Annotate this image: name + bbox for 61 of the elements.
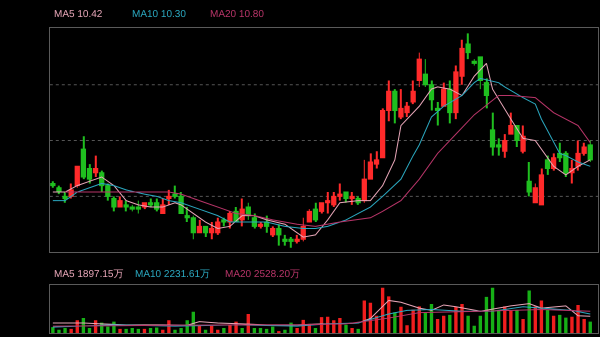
bar — [521, 318, 525, 333]
bar — [436, 318, 440, 333]
bar — [130, 328, 134, 333]
bar — [326, 316, 330, 333]
bar — [338, 318, 342, 333]
bar — [258, 328, 262, 333]
bar — [478, 316, 482, 333]
bar — [240, 328, 244, 333]
bar — [356, 328, 360, 333]
bar — [368, 302, 372, 333]
bar — [418, 306, 421, 333]
bar — [466, 316, 470, 333]
text: MA5 10.42 — [54, 9, 103, 20]
bar — [496, 310, 500, 333]
bar — [124, 328, 128, 333]
bar — [534, 306, 537, 333]
bar — [454, 306, 458, 333]
bar — [558, 314, 562, 333]
bar — [148, 328, 152, 333]
bar — [411, 309, 415, 333]
text: MA5 1897.15万 — [54, 269, 124, 280]
text: MA10 2231.61万 — [135, 269, 210, 280]
bar — [564, 318, 568, 333]
text: MA20 2528.20万 — [225, 269, 300, 280]
bar — [582, 318, 586, 333]
bar — [179, 328, 183, 333]
bar — [51, 327, 55, 333]
bar — [540, 300, 544, 333]
bar — [442, 316, 446, 333]
bar — [161, 330, 164, 333]
bar — [380, 288, 384, 333]
bar — [264, 328, 268, 333]
bar — [528, 290, 531, 333]
bar — [88, 328, 92, 333]
bar — [314, 328, 318, 333]
bar — [106, 326, 110, 333]
bar — [69, 328, 73, 333]
bar — [295, 328, 299, 333]
bar — [283, 330, 287, 333]
bar — [332, 320, 336, 333]
bar — [387, 296, 390, 333]
text: MA10 10.30 — [132, 9, 186, 20]
text: MA20 10.80 — [210, 9, 264, 20]
bar — [472, 326, 476, 333]
bar — [271, 326, 274, 333]
bar — [136, 328, 140, 333]
bar — [570, 316, 574, 333]
bar — [222, 328, 226, 333]
bar — [216, 330, 220, 333]
bar — [552, 316, 556, 333]
bar — [154, 328, 158, 333]
bar — [252, 328, 256, 333]
bar — [509, 310, 513, 333]
bar — [424, 312, 428, 333]
bar — [63, 328, 67, 333]
bar — [448, 314, 452, 333]
bar — [362, 300, 366, 333]
bar — [350, 328, 354, 333]
bar — [588, 322, 592, 333]
bar — [210, 326, 214, 333]
bar — [198, 326, 202, 333]
